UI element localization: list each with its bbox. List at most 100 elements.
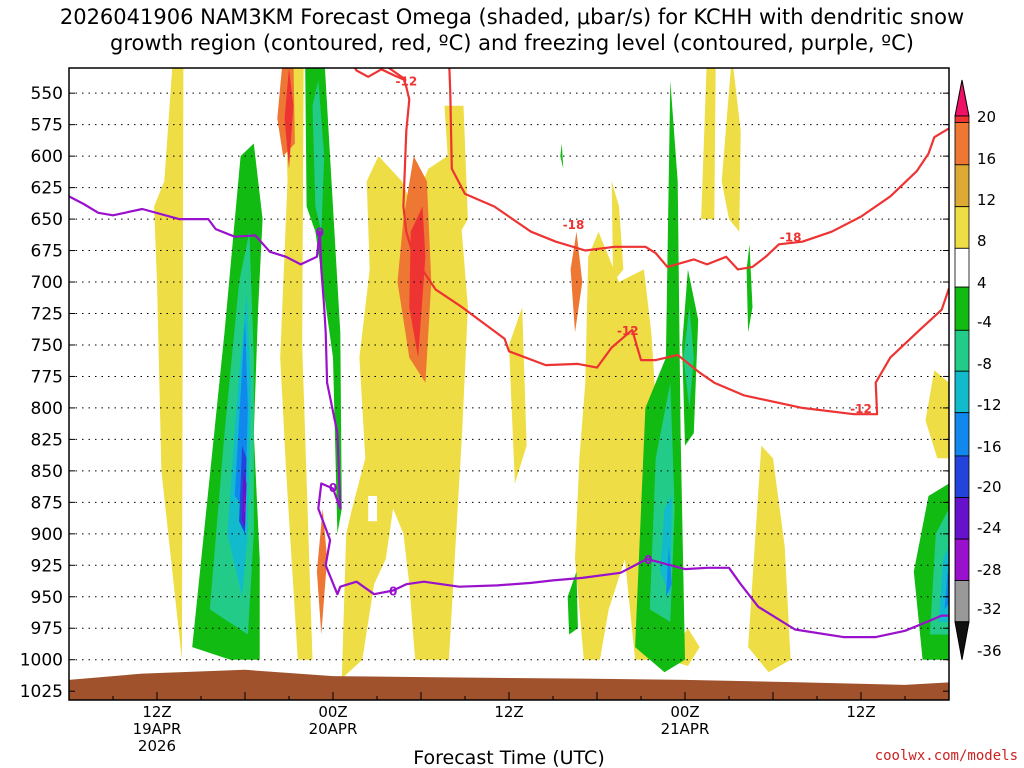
blank-patch-0: [368, 496, 377, 522]
contour-label-4: -12: [850, 402, 872, 416]
x-tick-label-6-2: 2026: [138, 737, 176, 755]
y-tick-label-875: 875: [31, 493, 63, 513]
contour-line-0: [353, 68, 407, 82]
y-tick-label-800: 800: [31, 399, 63, 419]
omega-region-24: [746, 244, 753, 333]
y-tick-label-750: 750: [31, 336, 63, 356]
chart-title-line-1: 2026041906 NAM3KM Forecast Omega (shaded…: [60, 5, 964, 29]
colorbar-label-0: 20: [977, 108, 996, 126]
colorbar-label-4: 4: [977, 274, 987, 292]
y-tick-label-825: 825: [31, 430, 63, 450]
colorbar-label-9: -20: [977, 478, 1002, 496]
y-tick-label-1000: 1000: [20, 651, 63, 671]
contour-label-2: -12: [617, 324, 639, 338]
chart-title-line-2: growth region (contoured, red, ºC) and f…: [110, 31, 914, 55]
y-tick-label-625: 625: [31, 179, 63, 199]
contour-label-1: -18: [563, 218, 585, 232]
colorbar-label-10: -24: [977, 519, 1002, 537]
colorbar-segment-3: [954, 164, 970, 208]
contour-label-0: -12: [395, 75, 417, 89]
y-tick-label-900: 900: [31, 525, 63, 545]
omega-region-16: [316, 508, 328, 635]
omega-region-0: [154, 68, 184, 660]
colorbar-segment-10: [954, 455, 970, 498]
colorbar-label-3: 8: [977, 232, 987, 250]
x-tick-label-30-0: 12Z: [494, 703, 523, 721]
contour-line-1: [387, 68, 949, 416]
y-tick-label-600: 600: [31, 147, 63, 167]
colorbar-segment-13: [954, 580, 970, 623]
omega-region-9: [748, 445, 791, 673]
x-tick-label-18-1: 20APR: [309, 720, 358, 738]
y-tick-label-700: 700: [31, 273, 63, 293]
x-axis-label: Forecast Time (UTC): [413, 747, 604, 768]
omega-region-1: [280, 68, 313, 660]
colorbar-label-11: -28: [977, 561, 1002, 579]
omega-region-2: [341, 156, 468, 679]
x-tick-label-18-0: 00Z: [318, 703, 347, 721]
y-tick-label-975: 975: [31, 619, 63, 639]
omega-region-19: [305, 68, 342, 534]
omega-region-14: [409, 206, 426, 358]
y-tick-label-675: 675: [31, 242, 63, 262]
y-tick-label-575: 575: [31, 116, 63, 136]
colorbar-segment-5: [954, 247, 970, 288]
colorbar-label-13: -36: [977, 642, 1002, 660]
y-tick-label-650: 650: [31, 210, 63, 230]
colorbar-label-1: 16: [977, 150, 996, 168]
x-tick-label-42-1: 21APR: [661, 720, 710, 738]
colorbar-label-7: -12: [977, 396, 1002, 414]
colorbar-top-arrow: [954, 79, 970, 117]
colorbar-segment-6: [954, 286, 970, 331]
colorbar-segment-8: [954, 370, 970, 414]
terrain-surface: [69, 669, 949, 700]
y-tick-label-725: 725: [31, 304, 63, 324]
omega-region-29: [683, 307, 694, 408]
colorbar: 20 16 12 8 4 -4 -8 -12 -16 -20 -24 -28 -32 -36: [954, 79, 1002, 660]
colorbar-label-5: -4: [977, 313, 992, 331]
colorbar-segment-11: [954, 497, 970, 540]
contour-layer: -12 -18 -12 -18 -12 0 0 0 0: [69, 68, 949, 639]
contour-label-8: 0: [644, 553, 652, 567]
omega-region-23: [567, 571, 578, 635]
colorbar-segment-2: [954, 122, 970, 166]
colorbar-segment-4: [954, 206, 970, 249]
y-tick-label-775: 775: [31, 367, 63, 387]
contour-label-5: 0: [316, 226, 324, 240]
contour-line-2: [448, 68, 949, 271]
credit-text: coolwx.com/models: [875, 748, 1018, 764]
omega-region-6: [611, 181, 624, 282]
colorbar-label-6: -8: [977, 355, 992, 373]
colorbar-segment-12: [954, 538, 970, 581]
x-tick-label-42-0: 00Z: [670, 703, 699, 721]
omega-region-10: [925, 370, 949, 459]
colorbar-segment-1: [954, 115, 970, 123]
omega-region-8: [721, 68, 741, 232]
omega-region-35: [665, 546, 672, 597]
omega-region-25: [560, 143, 564, 169]
y-axis: 550 575 600 625 650 675 700 725 750 775 800 825 850 8…: [20, 84, 949, 702]
contour-label-3: -18: [780, 231, 802, 245]
y-tick-label-925: 925: [31, 556, 63, 576]
omega-region-4: [509, 307, 527, 484]
y-tick-label-550: 550: [31, 84, 63, 104]
omega-region-38: [242, 470, 247, 528]
y-tick-label-950: 950: [31, 588, 63, 608]
y-tick-label-1025: 1025: [20, 682, 63, 702]
x-tick-label-6-0: 12Z: [142, 703, 171, 721]
colorbar-bottom-arrow: [954, 621, 970, 660]
omega-shading-layer: [154, 68, 949, 679]
contour-line-3: [69, 195, 949, 639]
contour-label-6: 0: [329, 481, 337, 495]
x-tick-label-6-1: 19APR: [133, 720, 182, 738]
contour-label-7: 0: [389, 584, 397, 598]
colorbar-segment-7: [954, 329, 970, 372]
omega-region-27: [312, 80, 325, 232]
y-tick-label-850: 850: [31, 462, 63, 482]
colorbar-segment-9: [954, 412, 970, 457]
colorbar-label-2: 12: [977, 191, 996, 209]
x-tick-label-54-0: 12Z: [846, 703, 875, 721]
colorbar-label-12: -32: [977, 600, 1002, 618]
